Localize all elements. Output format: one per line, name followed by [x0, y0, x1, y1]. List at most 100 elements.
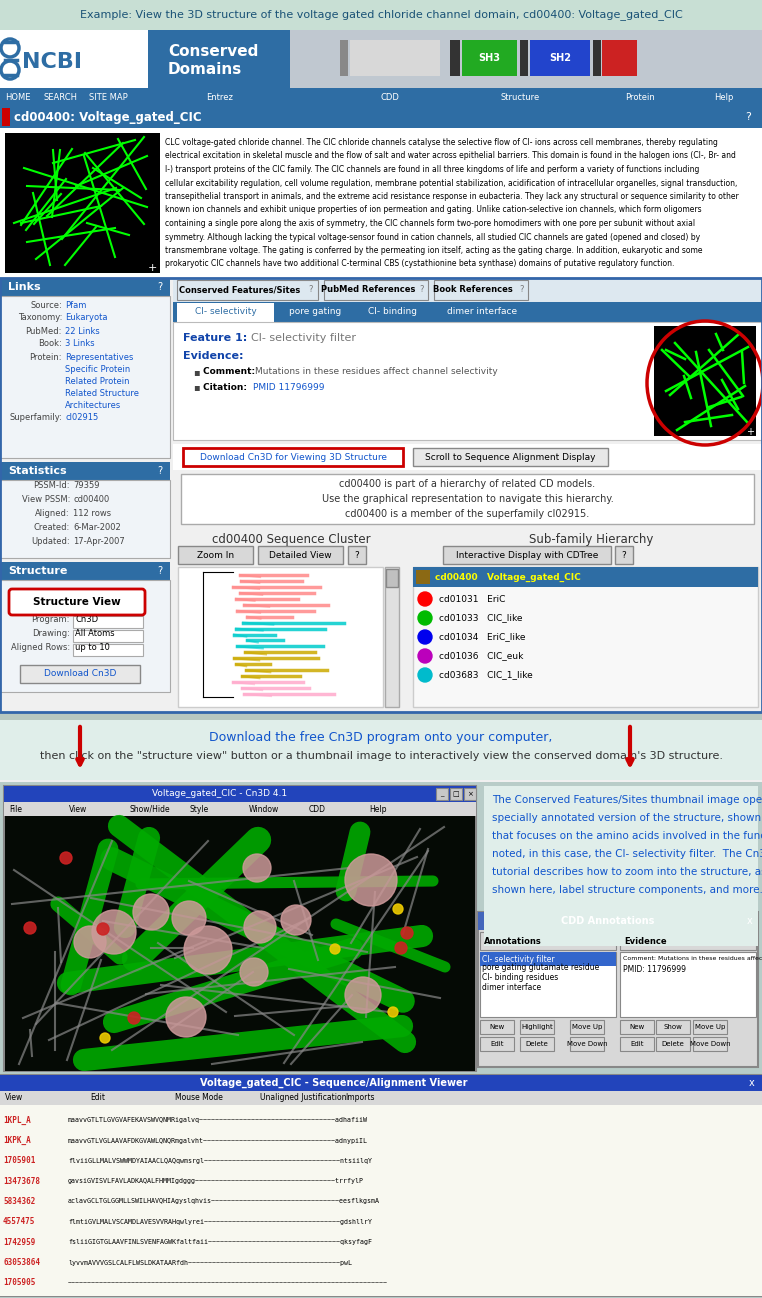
Bar — [693, 1037, 727, 1051]
Text: CDD Annotations: CDD Annotations — [562, 916, 655, 925]
Circle shape — [418, 592, 432, 606]
Text: I-) transport proteins of the CIC family. The CIC channels are found in all thre: I-) transport proteins of the CIC family… — [165, 165, 700, 174]
Bar — [464, 788, 476, 800]
Text: Download the free Cn3D program onto your computer,: Download the free Cn3D program onto your… — [210, 732, 552, 745]
Text: 17-Apr-2007: 17-Apr-2007 — [73, 537, 125, 546]
Bar — [480, 1020, 514, 1035]
Text: HOME: HOME — [5, 92, 30, 101]
Text: Citation:: Citation: — [203, 383, 250, 392]
Circle shape — [395, 942, 407, 954]
Bar — [324, 280, 428, 300]
Text: 22 Links: 22 Links — [65, 327, 100, 335]
Text: ?: ? — [622, 550, 626, 559]
Bar — [0, 781, 762, 1298]
Text: CDD: CDD — [380, 92, 399, 101]
Text: Drawing:: Drawing: — [32, 630, 70, 639]
Text: Detailed View: Detailed View — [269, 550, 331, 559]
Text: Use the graphical representation to navigate this hierarchy.: Use the graphical representation to navi… — [322, 495, 613, 504]
Bar — [73, 644, 143, 655]
Text: All Atoms: All Atoms — [75, 630, 114, 639]
Text: New: New — [629, 1024, 645, 1031]
Circle shape — [60, 851, 72, 864]
Bar — [570, 1020, 604, 1035]
Text: lyvvmAVVVGSLCALFLWSLDKATAARfdh~~~~~~~~~~~~~~~~~~~~~~~~~~~~~~~~~~~~~~pwL: lyvvmAVVVGSLCALFLWSLDKATAARfdh~~~~~~~~~~… — [68, 1259, 352, 1266]
Text: cd00400 is a member of the superfamily cl02915.: cd00400 is a member of the superfamily c… — [345, 509, 590, 519]
Text: Delete: Delete — [661, 1041, 684, 1047]
Bar — [0, 720, 762, 780]
Text: Help: Help — [369, 805, 386, 814]
Bar — [478, 912, 758, 929]
Circle shape — [133, 894, 169, 929]
Circle shape — [244, 911, 276, 944]
Bar — [20, 665, 140, 683]
Text: Scroll to Sequence Alignment Display: Scroll to Sequence Alignment Display — [425, 453, 596, 462]
Text: SEARCH: SEARCH — [43, 92, 77, 101]
Text: x: x — [749, 1079, 755, 1088]
Text: View: View — [5, 1093, 24, 1102]
Bar — [480, 951, 616, 1018]
Text: Structure: Structure — [8, 566, 67, 576]
Bar — [5, 816, 475, 1071]
Bar — [385, 567, 399, 707]
Bar — [4, 802, 476, 816]
Text: cd03683   CIC_1_like: cd03683 CIC_1_like — [439, 671, 533, 679]
Bar — [434, 280, 528, 300]
Text: Cl- binding residues: Cl- binding residues — [482, 974, 559, 983]
Text: Voltage_gated_CIC - Cn3D 4.1: Voltage_gated_CIC - Cn3D 4.1 — [152, 789, 287, 798]
Bar — [178, 546, 253, 565]
Text: File: File — [9, 805, 22, 814]
Text: pore gating: pore gating — [289, 308, 341, 317]
Text: Highlight: Highlight — [521, 1024, 553, 1031]
Text: ?: ? — [309, 286, 313, 295]
Text: specially annotated version of the structure, shown here,: specially annotated version of the struc… — [492, 813, 762, 823]
Bar — [350, 40, 440, 77]
Text: transmembrane voltage. The gating is conferred by the permeating ion itself, act: transmembrane voltage. The gating is con… — [165, 247, 703, 254]
Bar — [173, 444, 762, 470]
Circle shape — [243, 854, 271, 883]
Text: 4557475: 4557475 — [3, 1218, 35, 1227]
Text: Mutations in these residues affect channel selectivity: Mutations in these residues affect chann… — [255, 367, 498, 376]
Circle shape — [74, 925, 106, 958]
Bar — [0, 278, 170, 296]
Text: ?: ? — [354, 550, 360, 559]
Text: symmetry. Although lacking the typical voltage-sensor found in cation channels, : symmetry. Although lacking the typical v… — [165, 232, 700, 241]
Text: ?: ? — [419, 286, 424, 295]
Text: Cl- selectivity: Cl- selectivity — [194, 308, 256, 317]
Bar — [173, 278, 762, 302]
Text: Architectures: Architectures — [65, 401, 121, 410]
Bar — [0, 1105, 762, 1295]
Bar — [0, 1075, 762, 1295]
Text: Feature 1:: Feature 1: — [183, 334, 247, 343]
Bar — [693, 1020, 727, 1035]
Text: up to 10: up to 10 — [75, 644, 110, 653]
Circle shape — [418, 668, 432, 681]
Text: 1705901: 1705901 — [3, 1157, 35, 1166]
Text: maavvGTLVGLAAVAFDKGVAWLQNQRmgalvht~~~~~~~~~~~~~~~~~~~~~~~~~~~~~~~~~adnypiIL: maavvGTLVGLAAVAFDKGVAWLQNQRmgalvht~~~~~~… — [68, 1137, 368, 1144]
Text: The Conserved Features/Sites thumbnail image opens a: The Conserved Features/Sites thumbnail i… — [492, 794, 762, 805]
Bar — [0, 1092, 762, 1105]
Bar — [0, 480, 170, 558]
Text: cd00400 is part of a hierarchy of related CD models.: cd00400 is part of a hierarchy of relate… — [339, 479, 596, 489]
Text: 112 rows: 112 rows — [73, 510, 111, 518]
Text: Voltage_gated_CIC - Sequence/Alignment Viewer: Voltage_gated_CIC - Sequence/Alignment V… — [200, 1077, 468, 1088]
Text: cd01033   CIC_like: cd01033 CIC_like — [439, 614, 523, 623]
Text: PubMed References: PubMed References — [321, 286, 415, 295]
Text: Cl- selectivity filter: Cl- selectivity filter — [482, 954, 555, 963]
Text: Aligned:: Aligned: — [35, 510, 70, 518]
Text: pore gating glutamate residue: pore gating glutamate residue — [482, 963, 599, 972]
Text: CLC voltage-gated chloride channel. The CIC chloride channels catalyse the selec: CLC voltage-gated chloride channel. The … — [165, 138, 718, 147]
Text: Protein: Protein — [625, 92, 655, 101]
Circle shape — [184, 925, 232, 974]
Circle shape — [345, 854, 397, 906]
Text: View: View — [69, 805, 88, 814]
Bar — [348, 546, 366, 565]
Bar — [416, 570, 430, 584]
Text: Related Structure: Related Structure — [65, 389, 139, 398]
Text: containing a single pore along the axis of symmetry, the CIC channels form two-p: containing a single pore along the axis … — [165, 219, 695, 228]
Text: Structure: Structure — [501, 92, 539, 101]
Text: SH3: SH3 — [479, 53, 501, 64]
Text: Book:: Book: — [38, 340, 62, 348]
Text: transepithelial transport in animals, and the extreme acid resistance response i: transepithelial transport in animals, an… — [165, 192, 738, 201]
Text: PSSM-Id:: PSSM-Id: — [34, 482, 70, 491]
Text: ▪: ▪ — [193, 367, 200, 376]
